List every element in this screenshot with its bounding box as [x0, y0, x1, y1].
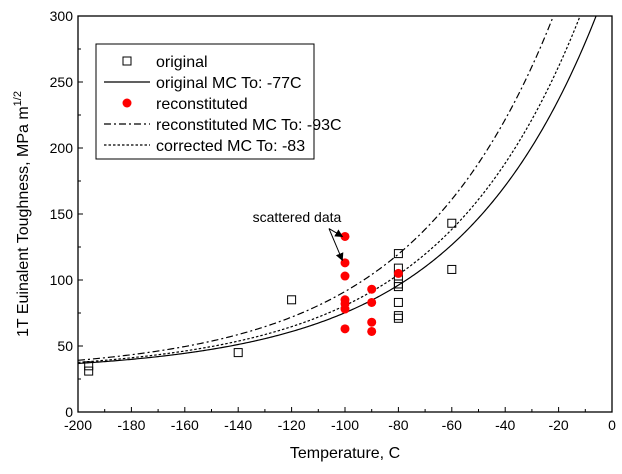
legend-label: reconstituted	[156, 96, 248, 113]
x-axis-title: Temperature, C	[290, 445, 400, 462]
x-tick-label: -20	[548, 417, 568, 433]
x-tick-label: -140	[224, 417, 252, 433]
annotation-label: scattered data	[253, 209, 342, 225]
y-tick-label: 250	[50, 74, 74, 90]
legend-label: original	[156, 54, 208, 71]
y-tick-label: 50	[57, 338, 73, 354]
x-tick-label: 0	[608, 417, 616, 433]
legend-label: corrected MC To: -83	[156, 138, 305, 155]
legend: original original MC To: -77C reconstitute…	[95, 43, 342, 160]
legend-label: reconstituted MC To: -93C	[156, 117, 342, 134]
y-axis-title-main: 1T Euinalent Toughness, MPa m	[15, 106, 32, 337]
legend-box	[95, 43, 315, 160]
y-axis-title: 1T Euinalent Toughness, MPa m1/2	[12, 91, 32, 337]
reconstituted-data-point	[393, 268, 403, 278]
x-tick-label: -180	[117, 417, 145, 433]
x-tick-label: -80	[388, 417, 408, 433]
original-data-point	[393, 282, 403, 292]
master-curve-line	[78, 16, 555, 361]
reconstituted-data-point	[340, 271, 350, 281]
x-tick-label: -160	[171, 417, 199, 433]
curve-layer	[78, 16, 597, 365]
master-curve-line	[78, 16, 597, 365]
y-tick-label: 100	[50, 272, 74, 288]
reconstituted-data-point	[367, 297, 377, 307]
annotation-layer: scattered data	[253, 209, 344, 262]
x-tick-label: -60	[442, 417, 462, 433]
original-data-point	[447, 218, 457, 228]
original-data-point	[84, 361, 94, 371]
x-tick-label: -200	[64, 417, 92, 433]
x-tick-label: -120	[278, 417, 306, 433]
reconstituted-data-point	[340, 304, 350, 314]
annotation-arrow	[328, 228, 344, 262]
original-data-point	[393, 311, 403, 321]
annotation-arrow	[328, 228, 344, 237]
y-axis-title-superscript: 1/2	[12, 91, 24, 106]
original-data-point	[447, 264, 457, 274]
reconstituted-data-point	[367, 317, 377, 327]
original-data-point	[287, 295, 297, 305]
original-data-point	[393, 313, 403, 323]
original-data-point	[393, 249, 403, 259]
original-data-point	[233, 348, 243, 358]
points-layer	[84, 218, 457, 376]
reconstituted-data-point	[367, 284, 377, 294]
x-tick-label: -40	[495, 417, 515, 433]
reconstituted-data-point	[367, 326, 377, 336]
y-tick-label: 0	[65, 404, 73, 420]
y-tick-label: 200	[50, 140, 74, 156]
x-tick-label: -100	[331, 417, 359, 433]
legend-label: original MC To: -77C	[156, 75, 302, 92]
y-tick-label: 150	[50, 206, 74, 222]
y-tick-label: 300	[50, 8, 74, 24]
original-data-point	[393, 297, 403, 307]
original-data-point	[84, 366, 94, 376]
legend-swatch-square	[122, 56, 132, 66]
reconstituted-data-point	[340, 324, 350, 334]
legend-swatch-circle	[122, 98, 132, 108]
ticks-layer: -200 -180 -160 -140 -120 -100 -80 -60 -40 -20 0050…	[50, 8, 616, 433]
